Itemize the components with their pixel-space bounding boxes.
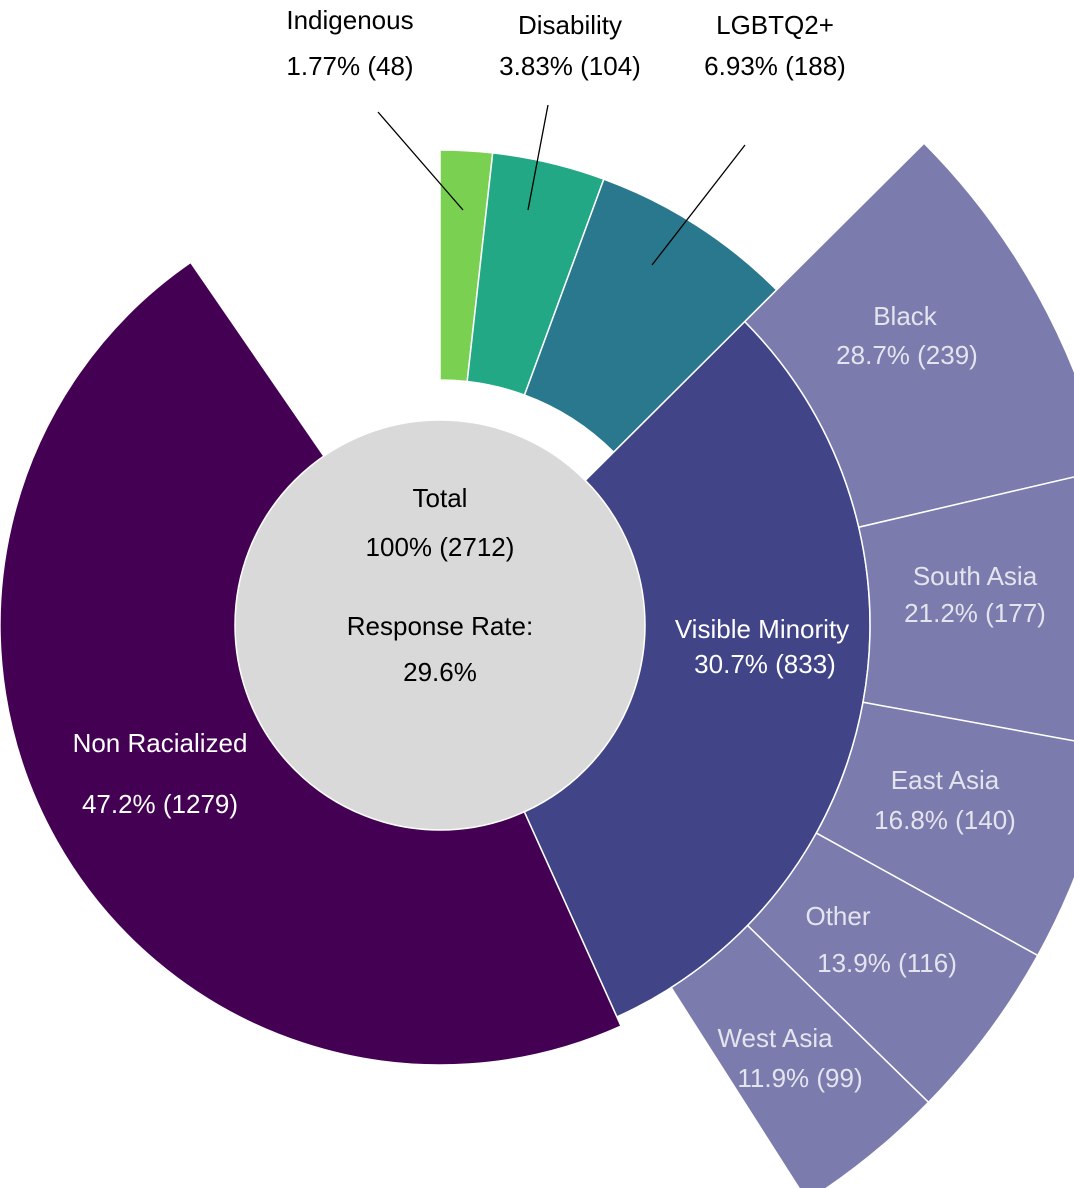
arrow <box>377 111 464 211</box>
child-value: 28.7% (239) <box>836 340 978 370</box>
child-value: 21.2% (177) <box>904 598 1046 628</box>
child-segment <box>857 476 1074 742</box>
child-label: West Asia <box>717 1023 833 1053</box>
segment-value: 3.83% (104) <box>499 51 641 81</box>
segment-label: Indigenous <box>286 5 413 35</box>
child-segment <box>670 924 930 1188</box>
segment-label: Non Racialized <box>73 728 248 758</box>
rate-value: 29.6% <box>403 657 477 687</box>
arrow <box>651 144 746 266</box>
center-circle <box>234 419 646 831</box>
rate-title: Response Rate: <box>347 611 533 641</box>
center-value: 100% (2712) <box>366 532 515 562</box>
segment-value: 1.77% (48) <box>286 51 413 81</box>
child-value: 16.8% (140) <box>874 805 1016 835</box>
child-label: Other <box>805 901 870 931</box>
child-value: 13.9% (116) <box>817 948 957 978</box>
segment-label: Visible Minority <box>675 614 849 644</box>
child-value: 11.9% (99) <box>737 1063 862 1093</box>
child-label: Black <box>873 301 938 331</box>
arrow <box>527 104 549 211</box>
rings <box>0 142 1074 1188</box>
segment-label: LGBTQ2+ <box>716 10 834 40</box>
segment-value: 47.2% (1279) <box>82 789 238 819</box>
labels: Indigenous 1.77% (48) Disability 3.83% (… <box>73 5 1046 1093</box>
segment-value: 30.7% (833) <box>694 649 836 679</box>
child-label: South Asia <box>913 561 1038 591</box>
child-segment <box>743 142 1074 529</box>
child-label: East Asia <box>891 765 1000 795</box>
center-label: Total <box>413 483 468 513</box>
segment-value: 6.93% (188) <box>704 51 846 81</box>
segment-label: Disability <box>518 10 622 40</box>
